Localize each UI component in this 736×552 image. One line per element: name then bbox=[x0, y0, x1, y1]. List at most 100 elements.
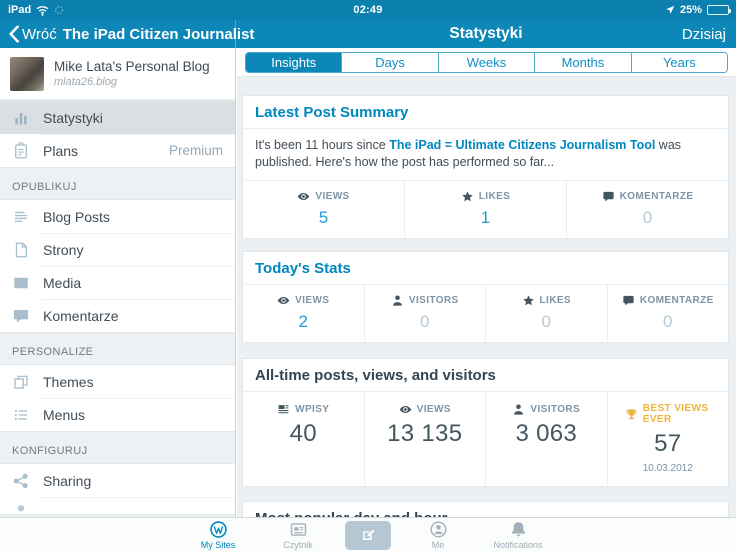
trophy-icon bbox=[625, 408, 638, 421]
stat-visitors: VISITORS 0 bbox=[363, 284, 486, 342]
sidebar-top-group: Statystyki Plans Premium bbox=[0, 100, 235, 168]
tabbar-label: Czytnik bbox=[283, 540, 313, 550]
stat-views: VIEWS 13 135 bbox=[363, 391, 486, 486]
latest-post-summary-text: It's been 11 hours since The iPad = Ulti… bbox=[243, 129, 728, 181]
tabbar-me[interactable]: Me bbox=[405, 520, 471, 550]
card-title: Most popular day and hour bbox=[243, 502, 728, 517]
menus-icon bbox=[12, 406, 30, 424]
stat-value: 3 063 bbox=[515, 419, 578, 447]
stat-sub-date: 10.03.2012 bbox=[642, 462, 693, 474]
sidebar-item-label: Themes bbox=[43, 373, 94, 390]
main-nav: Statystyki Dzisiaj bbox=[236, 20, 736, 48]
today-button[interactable]: Dzisiaj bbox=[681, 25, 726, 43]
tab-months[interactable]: Months bbox=[534, 53, 631, 72]
sidebar-item-komentarze[interactable]: Komentarze bbox=[0, 299, 235, 332]
sidebar-item-strony[interactable]: Strony bbox=[0, 233, 235, 266]
tab-days[interactable]: Days bbox=[341, 53, 438, 72]
sidebar-item-plans[interactable]: Plans Premium bbox=[0, 134, 235, 167]
sidebar-item-menus[interactable]: Menus bbox=[0, 398, 235, 431]
tabbar-label: Notifications bbox=[493, 540, 543, 550]
themes-icon bbox=[12, 373, 30, 391]
stat-likes: LIKES 0 bbox=[485, 284, 607, 342]
sidebar-section-header: KONFIGURUJ bbox=[12, 445, 88, 457]
clock: 02:49 bbox=[353, 4, 383, 16]
period-tab-strip: Insights Days Weeks Months Years bbox=[237, 48, 736, 77]
bottom-tab-bar: My Sites Czytnik Me Notifications bbox=[0, 517, 736, 552]
sidebar-item-blog-posts[interactable]: Blog Posts bbox=[0, 200, 235, 233]
card-title: All-time posts, views, and visitors bbox=[243, 359, 728, 392]
stat-value: 0 bbox=[642, 207, 653, 227]
post-link[interactable]: The iPad = Ultimate Citizens Journalism … bbox=[389, 138, 656, 152]
stat-wpisy: WPISY 40 bbox=[243, 392, 364, 486]
plans-icon bbox=[12, 141, 30, 160]
people-icon bbox=[12, 503, 30, 514]
sidebar-menu: Statystyki Plans Premium OPUBLIKUJ Blog Post… bbox=[0, 100, 235, 515]
sidebar-item-label: Strony bbox=[43, 241, 84, 258]
battery-percent: 25% bbox=[679, 4, 702, 16]
sidebar-item-label: Menus bbox=[43, 406, 86, 423]
back-button[interactable]: Wróć bbox=[0, 25, 61, 43]
site-title: The iPad Citizen Journalist bbox=[62, 25, 255, 43]
sidebar-section-header: OPUBLIKUJ bbox=[12, 181, 77, 193]
network-activity-spinner-icon bbox=[54, 5, 64, 15]
wifi-icon bbox=[36, 5, 49, 16]
blog-header[interactable]: Mike Lata's Personal Blog mlata26.blog bbox=[0, 48, 235, 100]
stat-komentarze: KOMENTARZE 0 bbox=[566, 180, 728, 238]
battery-icon bbox=[707, 5, 731, 15]
sidebar-item-statystyki[interactable]: Statystyki bbox=[0, 101, 235, 134]
stat-label: VISITORS bbox=[490, 403, 603, 416]
sidebar-item-themes[interactable]: Themes bbox=[0, 365, 235, 398]
stat-label: VIEWS bbox=[369, 403, 482, 416]
sidebar-item-label: Plans bbox=[43, 142, 79, 159]
sidebar-item-label: Media bbox=[43, 274, 82, 291]
sidebar-item-sharing[interactable]: Sharing bbox=[0, 464, 235, 497]
tabbar-notifications[interactable]: Notifications bbox=[485, 520, 551, 550]
summary-text-after: was published. Here's how the post has p… bbox=[255, 138, 682, 169]
sidebar-item-media[interactable]: Media bbox=[0, 266, 235, 299]
sidebar-group-konfiguruj: Sharing bbox=[0, 463, 235, 515]
all-time-card: All-time posts, views, and visitors WPIS… bbox=[242, 357, 729, 487]
sidebar-group-opublikuj: Blog Posts Strony Media Komentarze bbox=[0, 199, 235, 333]
stats-content: Insights Days Weeks Months Years Latest Post… bbox=[237, 48, 736, 517]
card-title: Latest Post Summary bbox=[243, 96, 728, 129]
stat-best-views-ever: BEST VIEWS EVER 57 10.03.2012 bbox=[606, 391, 729, 486]
stat-value: 5 bbox=[318, 207, 329, 227]
stat-value: 57 bbox=[654, 429, 682, 457]
media-icon bbox=[12, 274, 30, 292]
stat-value: 0 bbox=[541, 311, 551, 331]
sidebar-item-partial[interactable] bbox=[0, 497, 235, 514]
stat-label: LIKES bbox=[490, 294, 603, 307]
stat-label: VISITORS bbox=[369, 294, 482, 307]
sidebar-section-header: PERSONALIZE bbox=[12, 346, 94, 358]
stat-views: VIEWS 2 bbox=[243, 285, 364, 342]
tab-weeks[interactable]: Weeks bbox=[437, 53, 535, 72]
bubble-icon bbox=[602, 190, 615, 203]
eye-icon bbox=[297, 190, 310, 203]
sharing-icon bbox=[12, 472, 30, 490]
tabbar-czytnik[interactable]: Czytnik bbox=[265, 520, 331, 550]
location-arrow-icon bbox=[665, 5, 675, 15]
latest-post-stats-row: VIEWS 5 LIKES 1 KOMENTARZE 0 bbox=[243, 180, 728, 238]
stat-value: 0 bbox=[663, 311, 673, 331]
compose-icon bbox=[360, 527, 376, 543]
tab-insights[interactable]: Insights bbox=[246, 53, 342, 72]
bubble-icon bbox=[622, 294, 635, 307]
sidebar-item-label: Statystyki bbox=[43, 109, 103, 126]
blog-name: Mike Lata's Personal Blog bbox=[54, 59, 210, 75]
person-icon bbox=[391, 294, 404, 307]
nav-bar: Wróć The iPad Citizen Journalist Statyst… bbox=[0, 20, 736, 48]
star-icon bbox=[461, 190, 474, 203]
stat-value: 0 bbox=[420, 311, 430, 331]
wpisy-icon bbox=[277, 403, 290, 416]
stat-likes: LIKES 1 bbox=[404, 180, 566, 238]
tab-years[interactable]: Years bbox=[630, 53, 727, 72]
tabbar-compose[interactable] bbox=[345, 520, 391, 550]
stat-komentarze: KOMENTARZE 0 bbox=[606, 284, 729, 342]
todays-stats-row: VIEWS 2 VISITORS 0 LIKES 0 KOMENTARZE 0 bbox=[243, 284, 729, 342]
wordpress-icon bbox=[209, 520, 228, 539]
carrier-label: iPad bbox=[8, 4, 32, 16]
tabbar-my-sites[interactable]: My Sites bbox=[185, 520, 251, 550]
me-icon bbox=[429, 520, 448, 539]
eye-icon bbox=[399, 403, 412, 416]
bell-icon bbox=[509, 520, 528, 539]
